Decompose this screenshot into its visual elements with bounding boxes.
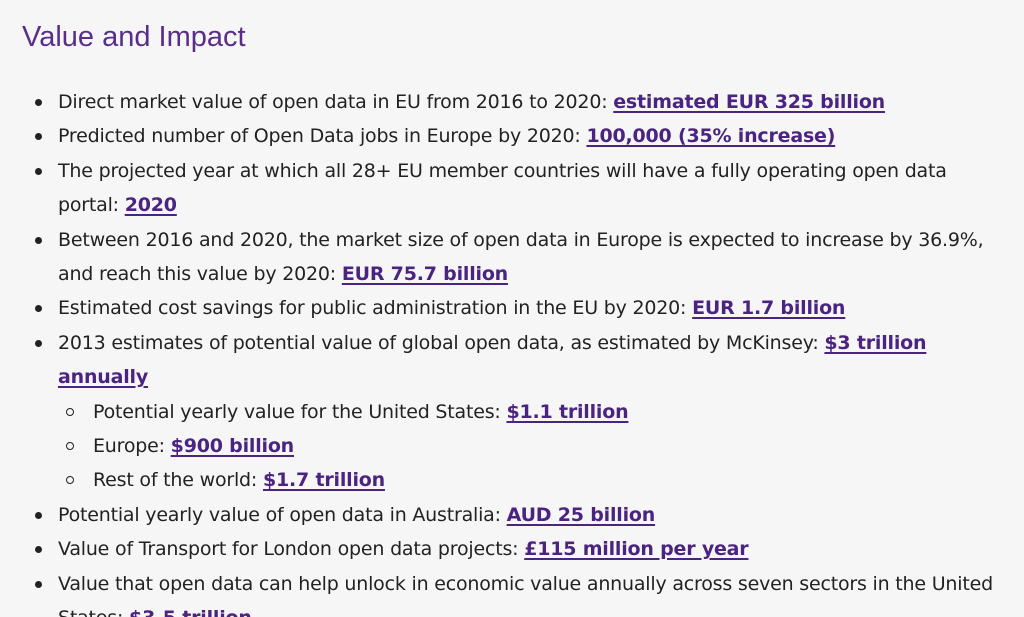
value-link[interactable]: $3 trillion annually — [58, 331, 927, 389]
list-item: Value that open data can help unlock in … — [22, 567, 1004, 617]
list-item: Potential yearly value of open data in A… — [22, 498, 1004, 532]
item-text: Europe: — [93, 435, 171, 458]
list-item: The projected year at which all 28+ EU m… — [22, 154, 1004, 223]
section-heading: Value and Impact — [22, 21, 246, 53]
sub-list-item: Potential yearly value for the United St… — [58, 395, 1004, 429]
list-item: Predicted number of Open Data jobs in Eu… — [22, 119, 1004, 153]
item-text: Potential yearly value of open data in A… — [58, 503, 507, 526]
list-item: Between 2016 and 2020, the market size o… — [22, 223, 1004, 292]
value-link[interactable]: EUR 1.7 billion — [692, 297, 846, 320]
value-list: Direct market value of open data in EU f… — [22, 85, 1004, 617]
value-link[interactable]: 2020 — [124, 194, 177, 217]
sub-list-item: Europe: $900 billion — [58, 429, 1004, 463]
value-link[interactable]: £115 million per year — [524, 538, 749, 561]
value-link[interactable]: $3-5 trillion — [129, 607, 252, 617]
item-text: Rest of the world: — [93, 469, 263, 492]
value-link[interactable]: 100,000 (35% increase) — [586, 125, 836, 148]
list-item: Direct market value of open data in EU f… — [22, 85, 1004, 119]
value-link[interactable]: estimated EUR 325 billion — [613, 91, 886, 113]
item-text: Value of Transport for London open data … — [58, 538, 525, 561]
list-item: Estimated cost savings for public admini… — [22, 291, 1004, 325]
list-item: Value of Transport for London open data … — [22, 532, 1004, 566]
item-text: 2013 estimates of potential value of glo… — [58, 331, 825, 354]
list-item: 2013 estimates of potential value of glo… — [22, 326, 1004, 498]
value-link[interactable]: AUD 25 billion — [506, 503, 656, 526]
item-text: Predicted number of Open Data jobs in Eu… — [58, 125, 587, 148]
item-text: Direct market value of open data in EU f… — [58, 91, 614, 113]
item-text: The projected year at which all 28+ EU m… — [58, 159, 947, 217]
sub-list: Potential yearly value for the United St… — [58, 395, 1004, 498]
value-link[interactable]: $900 billion — [170, 435, 295, 458]
item-text: Estimated cost savings for public admini… — [58, 297, 693, 320]
value-link[interactable]: $1.7 trillion — [262, 469, 385, 492]
value-link[interactable]: $1.1 trillion — [506, 400, 629, 423]
value-link[interactable]: EUR 75.7 billion — [341, 263, 509, 286]
item-text: Value that open data can help unlock in … — [58, 572, 993, 617]
item-text: Potential yearly value for the United St… — [93, 400, 507, 423]
item-text: Between 2016 and 2020, the market size o… — [58, 228, 984, 286]
sub-list-item: Rest of the world: $1.7 trillion — [58, 463, 1004, 497]
